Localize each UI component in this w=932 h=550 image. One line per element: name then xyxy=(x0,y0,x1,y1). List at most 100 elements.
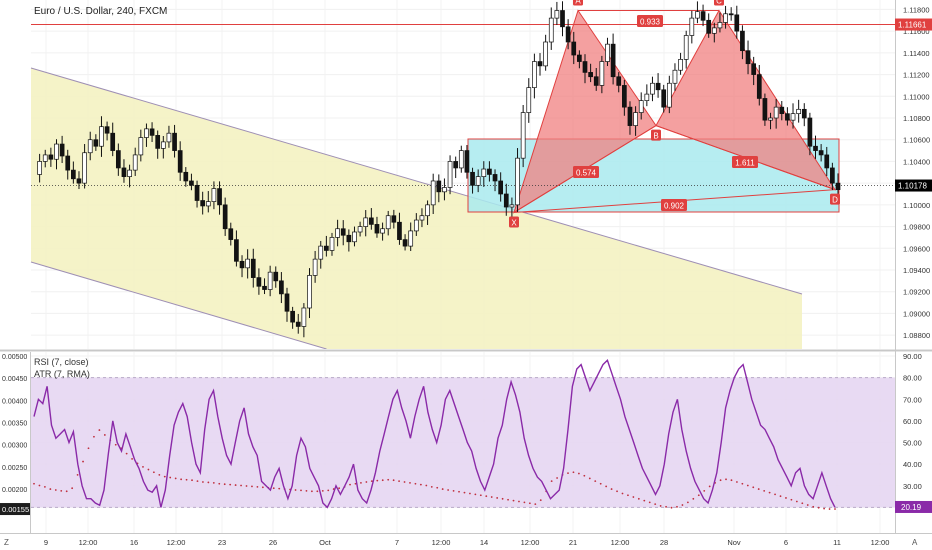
candle-body xyxy=(532,61,537,88)
atr-point xyxy=(202,481,204,483)
atr-point xyxy=(180,478,183,481)
candle-body xyxy=(127,169,132,177)
atr-point xyxy=(229,483,232,486)
atr-point xyxy=(736,481,738,483)
candle-body xyxy=(655,82,661,91)
atr-legend[interactable]: ATR (7, RMA) xyxy=(34,369,90,379)
atr-point xyxy=(637,497,640,500)
left-atr-axis[interactable] xyxy=(0,352,30,533)
atr-point xyxy=(817,506,820,509)
candle-body xyxy=(543,41,548,67)
atr-point xyxy=(349,483,351,486)
atr-point xyxy=(665,505,667,508)
atr-point xyxy=(763,489,766,492)
svg-text:1.10178: 1.10178 xyxy=(898,182,927,191)
candle-body xyxy=(734,14,740,32)
atr-point xyxy=(33,482,35,485)
rsi-tick-label: 90.00 xyxy=(903,352,922,361)
candle-body xyxy=(458,150,464,169)
time-axis-left-icon[interactable]: Z xyxy=(4,538,9,547)
time-tick-label: 11 xyxy=(833,538,841,547)
candle-body xyxy=(796,108,801,115)
ratio-label-bg xyxy=(637,15,663,27)
candle-body xyxy=(610,43,616,78)
atr-point xyxy=(54,489,57,491)
atr-point xyxy=(261,486,264,489)
right-price-axis[interactable] xyxy=(895,0,932,349)
atr-point xyxy=(539,499,542,502)
atr-point xyxy=(834,508,836,510)
candle-body xyxy=(402,239,408,247)
atr-point xyxy=(648,501,651,504)
candle-body xyxy=(644,93,650,101)
atr-point xyxy=(338,487,341,490)
time-tick-label: Oct xyxy=(319,538,332,547)
atr-point xyxy=(152,471,155,474)
atr-point xyxy=(278,487,281,490)
candle-body xyxy=(273,271,279,282)
time-tick-label: 16 xyxy=(130,538,138,547)
atr-point xyxy=(93,435,95,438)
candle-body xyxy=(144,128,149,138)
rsi-band xyxy=(31,377,895,508)
price-axis-ticks: 1.11800 1.11600 1.11400 1.11200 1.11000 1.108… xyxy=(903,5,930,340)
atr-point xyxy=(583,474,586,477)
pivot-label-bg xyxy=(714,0,724,6)
time-axis-right-icon[interactable]: A xyxy=(912,538,918,547)
candle-body xyxy=(537,61,543,67)
candle-body xyxy=(166,132,172,143)
harmonic-pattern[interactable] xyxy=(513,9,837,214)
candle-body xyxy=(824,154,830,169)
candle-body xyxy=(756,74,762,99)
candles xyxy=(37,1,841,338)
pivot-label-a: A xyxy=(575,0,581,6)
atr-point xyxy=(719,479,722,482)
candle-body xyxy=(71,169,76,180)
svg-text:20.19: 20.19 xyxy=(901,503,922,512)
candle-body xyxy=(397,221,402,240)
atr-point xyxy=(360,481,362,484)
atr-point xyxy=(670,506,673,509)
candle-body xyxy=(149,128,155,136)
atr-point xyxy=(387,478,390,481)
candle-body xyxy=(633,112,638,126)
candle-body xyxy=(250,258,256,278)
channel-top-line[interactable] xyxy=(30,67,803,295)
atr-point xyxy=(212,481,215,484)
atr-point xyxy=(703,489,706,492)
candle-body xyxy=(262,285,267,290)
candle-body xyxy=(93,139,99,147)
candle-body xyxy=(666,82,672,108)
candle-body xyxy=(616,76,622,86)
candle-body xyxy=(818,150,824,156)
rsi-legend[interactable]: RSI (7, close) xyxy=(34,357,89,367)
descending-channel[interactable] xyxy=(31,68,802,349)
candle-body xyxy=(42,154,48,162)
atr-point xyxy=(414,482,417,485)
rsi-tick-label: 70.00 xyxy=(903,395,922,404)
atr-point xyxy=(741,482,744,485)
candle-body xyxy=(211,188,217,202)
svg-text:0.00155: 0.00155 xyxy=(2,505,29,514)
atr-point xyxy=(479,494,482,497)
candle-body xyxy=(340,228,346,236)
channel-bottom-line[interactable] xyxy=(30,261,327,350)
candle-body xyxy=(706,19,712,34)
price-tick-label: 1.11400 xyxy=(903,49,930,58)
candle-body xyxy=(492,174,498,182)
time-axis[interactable] xyxy=(0,533,932,550)
atr-point xyxy=(474,493,477,496)
atr-point xyxy=(370,480,373,482)
candle-body xyxy=(380,228,385,234)
time-tick-label: 14 xyxy=(480,538,488,547)
candle-body xyxy=(683,35,689,60)
pivot-label-bg xyxy=(830,193,840,205)
candle-body xyxy=(59,143,65,157)
symbol-title: Euro / U.S. Dollar, 240, FXCM xyxy=(34,6,167,17)
time-tick-label: 7 xyxy=(395,538,399,547)
harmonic-labels: X A B C D 0.933 0.574 1.611 0.902 xyxy=(509,0,840,228)
candle-body xyxy=(279,280,284,295)
atr-point xyxy=(103,434,106,436)
candle-body xyxy=(363,217,369,227)
